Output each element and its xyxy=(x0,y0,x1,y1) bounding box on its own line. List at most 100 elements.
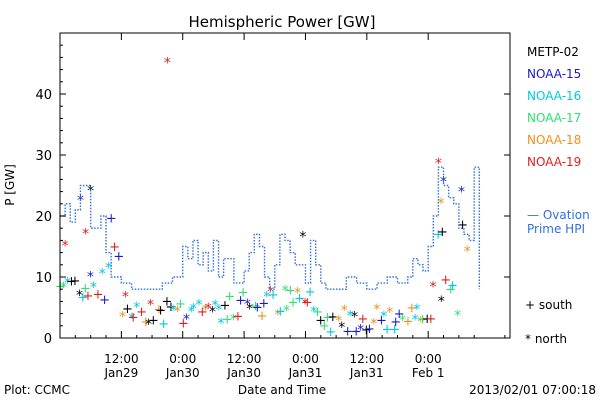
data-point-marker: * xyxy=(188,304,195,320)
data-point-marker: * xyxy=(373,302,380,318)
data-point-marker: + xyxy=(357,312,368,327)
data-point-marker: * xyxy=(246,302,253,318)
data-point-marker: * xyxy=(301,296,308,312)
data-point-marker: + xyxy=(422,312,433,327)
data-point-marker: * xyxy=(437,196,444,212)
data-point-marker: * xyxy=(76,288,83,304)
data-point-marker: * xyxy=(430,279,437,295)
data-point-marker: + xyxy=(154,302,165,317)
data-point-marker: * xyxy=(351,309,358,325)
x-tick-date-label: Jan31 xyxy=(288,366,323,380)
data-point-marker: + xyxy=(364,322,375,337)
chart-title: Hemispheric Power [GW] xyxy=(189,13,376,31)
data-point-marker: * xyxy=(174,304,181,320)
data-point-marker: * xyxy=(212,298,219,314)
data-point-marker: + xyxy=(155,304,166,319)
data-point-marker: + xyxy=(433,228,444,243)
data-point-marker: * xyxy=(413,302,420,318)
data-point-marker: + xyxy=(268,288,279,303)
data-point-marker: + xyxy=(77,291,88,306)
data-point-marker: + xyxy=(235,293,246,308)
data-point-marker: + xyxy=(158,317,169,332)
data-point-marker: + xyxy=(113,249,124,264)
data-point-marker: + xyxy=(285,283,296,298)
data-point-marker: + xyxy=(437,225,448,240)
y-tick-label: 0 xyxy=(44,332,52,347)
data-point-marker: * xyxy=(438,294,445,310)
data-point-marker: * xyxy=(263,289,270,305)
data-point-marker: * xyxy=(399,313,406,329)
x-tick-time-label: 0:00 xyxy=(169,352,196,366)
south-marker-legend: + south xyxy=(525,298,572,312)
data-point-marker: + xyxy=(447,279,458,294)
data-point-marker: * xyxy=(454,308,461,324)
legend-entry: NOAA-19 xyxy=(527,155,581,169)
data-point-marker: + xyxy=(390,315,401,330)
x-tick-time-label: 12:00 xyxy=(227,352,262,366)
data-point-marker: + xyxy=(83,289,94,304)
data-point-marker: * xyxy=(82,226,89,242)
data-point-marker: * xyxy=(164,56,171,72)
data-point-marker: + xyxy=(258,296,269,311)
x-tick-date-label: Jan29 xyxy=(103,366,138,380)
data-point-marker: * xyxy=(386,305,393,321)
x-tick-time-label: 12:00 xyxy=(104,352,139,366)
data-point-marker: + xyxy=(222,313,233,328)
data-point-marker: + xyxy=(312,305,323,320)
data-point-marker: * xyxy=(196,298,203,314)
data-point-marker: + xyxy=(233,309,244,324)
data-point-marker: + xyxy=(288,296,299,311)
data-point-marker: + xyxy=(389,322,400,337)
y-axis-label: P [GW] xyxy=(3,164,17,206)
data-point-marker: + xyxy=(376,314,387,329)
data-point-marker: * xyxy=(335,313,342,329)
data-point-marker: + xyxy=(128,311,139,326)
data-point-marker: * xyxy=(283,303,290,319)
data-point-marker: * xyxy=(230,312,237,328)
data-point-marker: * xyxy=(357,323,364,339)
plot-timestamp: 2013/02/01 07:00:18 xyxy=(469,383,596,397)
data-point-marker: + xyxy=(382,322,393,337)
data-point-marker: * xyxy=(338,320,345,336)
y-tick-label: 40 xyxy=(35,88,52,103)
data-point-marker: * xyxy=(244,297,251,313)
data-point-marker: + xyxy=(178,316,189,331)
data-point-marker: * xyxy=(341,303,348,319)
ovation-hpi-line xyxy=(60,166,481,290)
x-tick-date-label: Jan30 xyxy=(165,366,200,380)
data-point-marker: * xyxy=(87,269,94,285)
data-point-marker: * xyxy=(133,300,140,316)
data-point-marker: * xyxy=(64,275,71,291)
data-point-marker: + xyxy=(322,311,333,326)
data-point-marker: + xyxy=(252,300,263,315)
data-point-marker: * xyxy=(190,302,197,318)
data-point-marker: * xyxy=(119,310,126,326)
data-point-marker: + xyxy=(394,307,405,322)
data-point-marker: + xyxy=(136,305,147,320)
data-point-marker: * xyxy=(60,280,67,296)
data-point-marker: + xyxy=(342,324,353,339)
data-point-marker: * xyxy=(370,316,377,332)
plot-credit: Plot: CCMC xyxy=(4,383,70,397)
data-point-marker: + xyxy=(70,274,81,289)
data-point-marker: * xyxy=(122,290,129,306)
y-tick-label: 20 xyxy=(35,210,52,225)
data-point-marker: + xyxy=(109,240,120,255)
y-axis: 0 10 20 30 40 xyxy=(35,44,510,347)
data-point-marker: + xyxy=(219,299,230,314)
data-point-marker: + xyxy=(80,282,91,297)
data-point-marker: * xyxy=(347,309,354,325)
x-tick-date-label: Jan31 xyxy=(349,366,384,380)
data-point-marker: * xyxy=(464,244,471,260)
data-point-marker: + xyxy=(315,314,326,329)
data-point-marker: + xyxy=(106,211,117,226)
data-point-marker: + xyxy=(175,297,186,312)
x-tick-date-label: Jan30 xyxy=(226,366,261,380)
data-point-marker: * xyxy=(412,312,419,328)
data-point-marker: + xyxy=(161,295,172,310)
y-tick-label: 10 xyxy=(35,271,52,286)
legend-entry: NOAA-16 xyxy=(527,89,581,103)
data-point-marker: + xyxy=(457,218,468,233)
data-point-marker: * xyxy=(267,285,274,301)
